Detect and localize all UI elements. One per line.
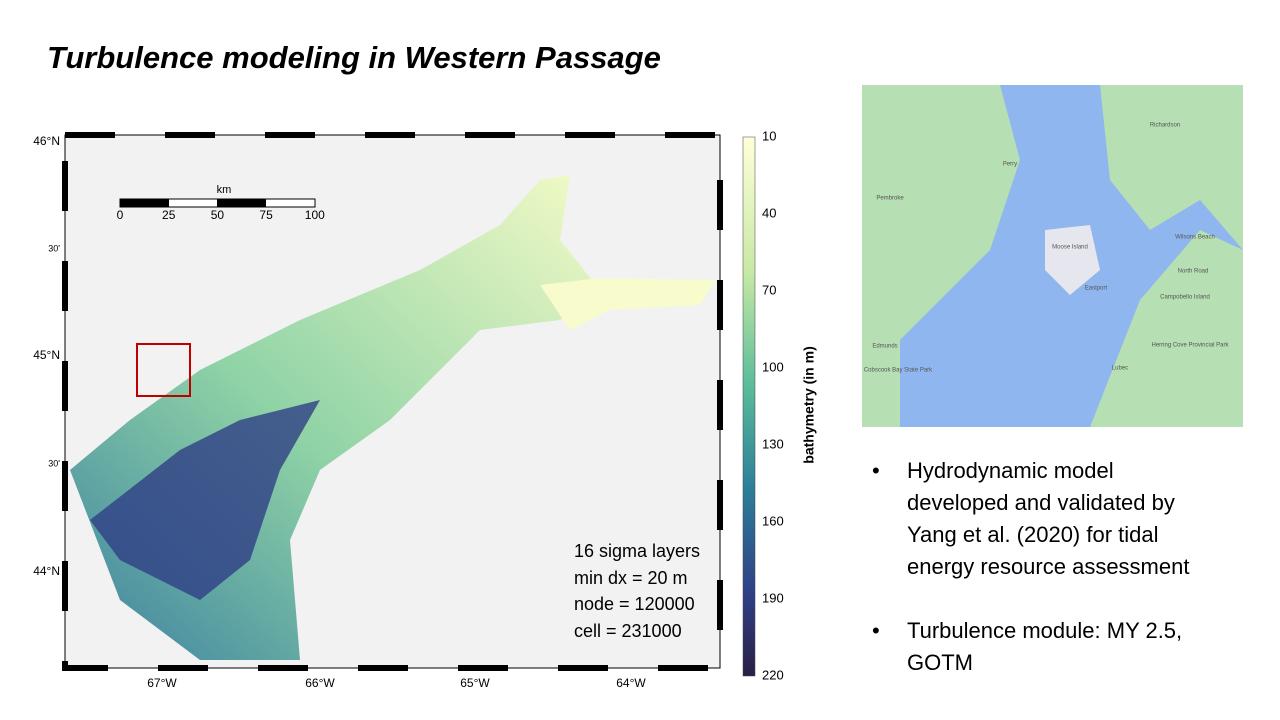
lon-label: 65°W — [460, 676, 490, 690]
colorbar-tick: 220 — [762, 667, 784, 682]
scale-bar-segment — [120, 199, 169, 207]
colorbar-tick: 130 — [762, 436, 784, 451]
minas-basin — [540, 278, 715, 330]
scale-bar-tick: 100 — [305, 208, 325, 222]
colorbar-label: bathymetry (in m) — [801, 346, 817, 463]
scale-bar-tick: 50 — [211, 208, 225, 222]
colorbar-tick: 70 — [762, 282, 776, 297]
deep-water — [90, 400, 320, 600]
map-note-line: 16 sigma layers — [574, 541, 701, 561]
scale-bar-tick: 75 — [259, 208, 273, 222]
lat-label: 45°N — [33, 348, 60, 362]
inset-place-label: Moose Island — [1052, 245, 1088, 251]
bullet-marker: • — [872, 458, 880, 483]
map-note-line: min dx = 20 m — [574, 567, 688, 588]
colorbar-tick: 10 — [762, 128, 776, 143]
bullet-text-line: Hydrodynamic model — [907, 458, 1114, 483]
bullet-text-line: Yang et al. (2020) for tidal — [907, 522, 1159, 547]
lat-label: 30' — [48, 458, 60, 468]
lon-label: 66°W — [305, 676, 335, 690]
inset-land — [862, 85, 1020, 427]
lat-label: 44°N — [33, 564, 60, 578]
bullet-marker: • — [872, 618, 880, 643]
lat-label: 30' — [48, 243, 60, 253]
inset-place-label: Lubec — [1112, 366, 1128, 372]
inset-place-label: North Road — [1178, 269, 1209, 275]
bullet-text-line: developed and validated by — [907, 490, 1175, 515]
scale-bar-tick: 25 — [162, 208, 176, 222]
map-note-line: node = 120000 — [574, 594, 695, 614]
inset-place-label: Perry — [1003, 162, 1017, 168]
scale-bar-segment — [217, 199, 266, 207]
inset-place-label: Eastport — [1085, 286, 1108, 292]
bullet-text-line: Turbulence module: MY 2.5, — [907, 618, 1183, 643]
inset-place-label: Herring Cove Provincial Park — [1151, 343, 1229, 349]
map-frame-outline — [64, 134, 721, 669]
lon-label: 67°W — [147, 676, 177, 690]
lon-label: 64°W — [616, 676, 646, 690]
inset-place-label: Wilsons Beach — [1175, 235, 1215, 241]
colorbar — [742, 136, 756, 677]
inset-place-label: Edmunds — [872, 344, 897, 350]
scale-bar-unit: km — [217, 184, 232, 196]
inset-place-label: Richardson — [1150, 123, 1180, 129]
inset-town — [1045, 225, 1100, 295]
colorbar-tick: 40 — [762, 205, 776, 220]
lat-label: 46°N — [33, 134, 60, 148]
inset-map: Moose Island Eastport Campobello Island Lub… — [862, 85, 1243, 427]
inset-place-label: Cobscook Bay State Park — [864, 368, 933, 374]
colorbar-tick: 190 — [762, 590, 784, 605]
colorbar-tick: 100 — [762, 359, 784, 374]
inset-land — [1090, 230, 1243, 427]
colorbar-tick: 160 — [762, 513, 784, 528]
slide-title: Turbulence modeling in Western Passage — [47, 40, 661, 75]
bullet-text-line: GOTM — [907, 650, 973, 675]
inset-place-label: Pembroke — [876, 196, 904, 202]
bullet-text-line: energy resource assessment — [907, 554, 1190, 579]
inset-place-label: Campobello Island — [1160, 295, 1210, 301]
inset-land — [1100, 85, 1243, 250]
scale-bar-tick: 0 — [117, 208, 124, 222]
map-note-line: cell = 231000 — [574, 620, 682, 641]
study-area-box — [136, 343, 191, 397]
